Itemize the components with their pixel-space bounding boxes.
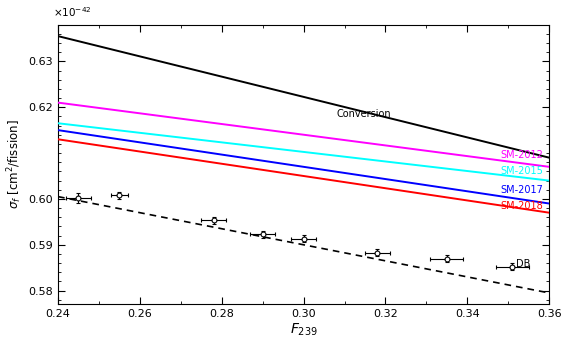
Text: SM-2012: SM-2012 <box>500 150 543 160</box>
Text: SM-2015: SM-2015 <box>500 166 543 176</box>
X-axis label: $F_{239}$: $F_{239}$ <box>290 322 318 338</box>
Text: Conversion: Conversion <box>336 109 391 119</box>
Text: DB: DB <box>517 259 531 269</box>
Text: $\times10^{-42}$: $\times10^{-42}$ <box>53 5 92 19</box>
Text: SM-2018: SM-2018 <box>500 201 543 211</box>
Text: SM-2017: SM-2017 <box>500 185 543 195</box>
Y-axis label: $\sigma_f$ [cm$^2$/fission]: $\sigma_f$ [cm$^2$/fission] <box>6 120 24 209</box>
